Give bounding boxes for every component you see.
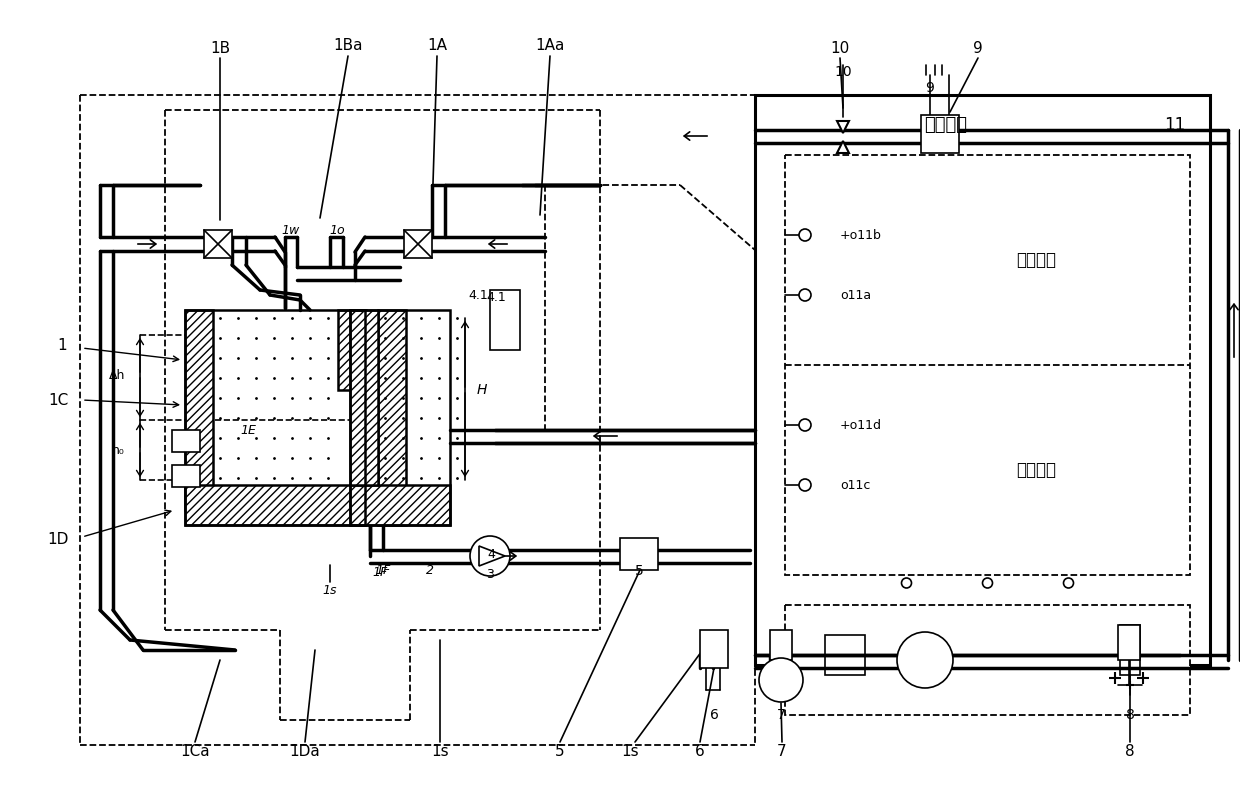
Bar <box>404 230 432 258</box>
Text: 1s: 1s <box>621 744 639 760</box>
Text: +o11d: +o11d <box>839 418 882 432</box>
Text: 1w: 1w <box>281 223 300 237</box>
Bar <box>1120 625 1140 675</box>
Text: 数据中心: 数据中心 <box>1016 461 1056 479</box>
Text: 1F: 1F <box>372 565 388 578</box>
Text: 1Ca: 1Ca <box>180 744 210 760</box>
Text: 5: 5 <box>556 744 564 760</box>
Text: 8: 8 <box>1125 744 1135 760</box>
Text: o11a: o11a <box>839 288 872 302</box>
Text: 6: 6 <box>709 708 718 722</box>
Bar <box>785 605 1190 715</box>
Text: 11: 11 <box>1164 116 1185 134</box>
Circle shape <box>799 289 811 301</box>
Text: h₀: h₀ <box>113 444 125 456</box>
Bar <box>185 310 365 525</box>
Text: 8: 8 <box>1126 708 1135 722</box>
Text: 10: 10 <box>831 40 849 55</box>
Bar <box>185 310 213 510</box>
Text: 1F: 1F <box>374 563 391 577</box>
Text: 1Ba: 1Ba <box>334 37 363 52</box>
Text: 7: 7 <box>776 708 785 722</box>
Bar <box>172 430 200 452</box>
Text: 10: 10 <box>835 65 852 79</box>
Text: 1s: 1s <box>432 744 449 760</box>
Text: 1Da: 1Da <box>290 744 320 760</box>
Text: 4.1: 4.1 <box>486 291 506 303</box>
Bar <box>490 290 520 350</box>
Bar <box>921 115 959 153</box>
Bar <box>785 155 1190 575</box>
Circle shape <box>799 479 811 491</box>
Bar <box>205 230 232 258</box>
Bar <box>825 635 866 675</box>
Text: 9: 9 <box>925 81 935 95</box>
Bar <box>172 465 200 487</box>
Text: 6: 6 <box>696 744 704 760</box>
Text: 1D: 1D <box>47 532 68 547</box>
Text: 1C: 1C <box>48 393 68 408</box>
Text: 5: 5 <box>635 564 644 578</box>
Text: 1A: 1A <box>427 37 446 52</box>
Text: 1: 1 <box>57 337 67 352</box>
Bar <box>350 310 450 525</box>
Text: Δh: Δh <box>109 368 125 382</box>
Text: +o11b: +o11b <box>839 229 882 242</box>
Bar <box>350 310 378 485</box>
Text: H: H <box>477 383 487 397</box>
Text: 4: 4 <box>487 549 495 562</box>
Circle shape <box>759 658 804 702</box>
Text: o11c: o11c <box>839 478 870 492</box>
Bar <box>620 538 658 570</box>
Text: 1Aa: 1Aa <box>536 37 564 52</box>
Text: 3: 3 <box>486 569 494 581</box>
Bar <box>755 95 1210 665</box>
Text: 2: 2 <box>427 563 434 577</box>
Bar <box>770 630 792 660</box>
Text: 控制中心: 控制中心 <box>1016 251 1056 269</box>
Bar <box>701 630 728 668</box>
Circle shape <box>897 632 954 688</box>
Circle shape <box>470 536 510 576</box>
Bar <box>350 485 450 525</box>
Bar <box>378 310 405 525</box>
Text: 1o: 1o <box>329 223 345 237</box>
Text: 7: 7 <box>777 744 787 760</box>
Circle shape <box>1064 578 1074 588</box>
Text: 9: 9 <box>973 40 983 55</box>
Circle shape <box>901 578 911 588</box>
Bar <box>339 310 366 390</box>
Text: 4.1: 4.1 <box>469 288 489 302</box>
Circle shape <box>799 229 811 241</box>
Text: 1B: 1B <box>210 40 231 55</box>
Circle shape <box>799 419 811 431</box>
Bar <box>185 485 365 525</box>
Circle shape <box>982 578 992 588</box>
Text: 1s: 1s <box>322 584 337 596</box>
Bar <box>1118 625 1140 660</box>
Text: 1E: 1E <box>241 424 255 436</box>
Polygon shape <box>479 546 505 566</box>
Text: 微控制器: 微控制器 <box>925 116 967 134</box>
